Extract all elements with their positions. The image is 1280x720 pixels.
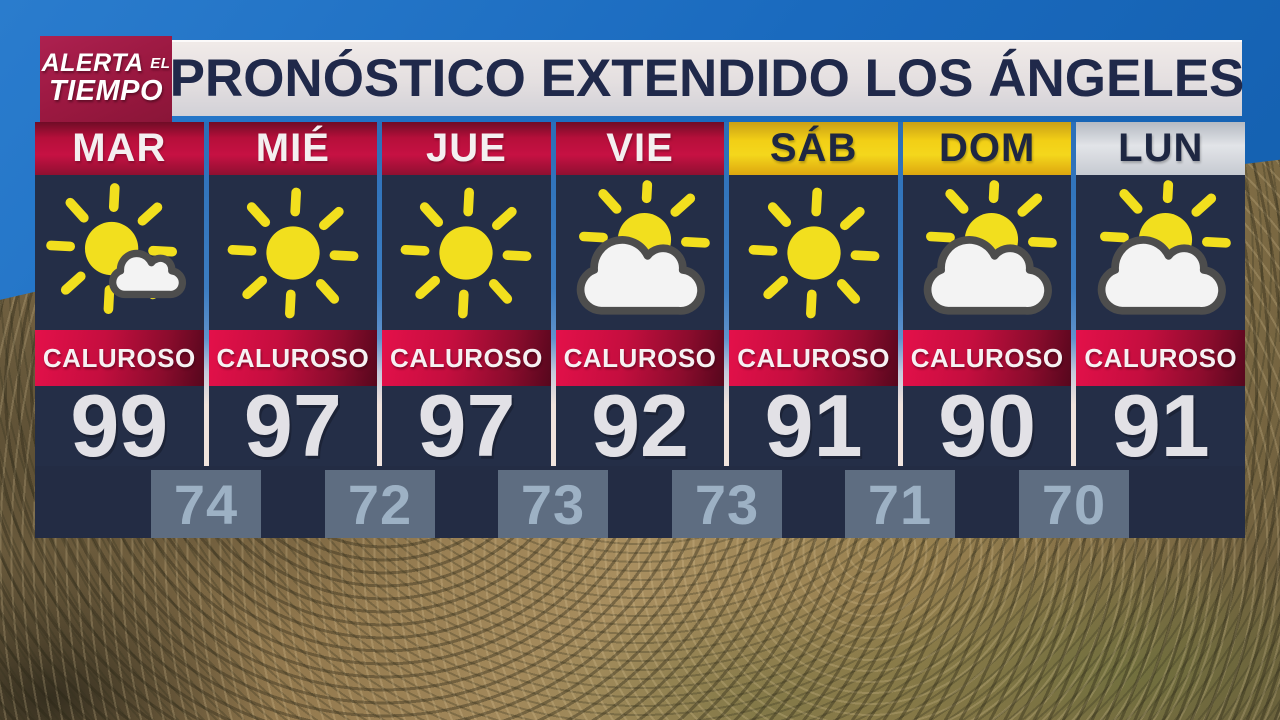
day-label: MAR <box>72 126 167 170</box>
condition-badge: CALUROSO <box>555 330 725 386</box>
condition-label: CALUROSO <box>563 342 717 373</box>
condition-badge: CALUROSO <box>1076 330 1246 386</box>
cloud-sun-icon <box>912 179 1062 327</box>
icon-area <box>555 175 725 330</box>
day-label: MIÉ <box>255 126 330 170</box>
badge-line1: ALERTA EL <box>42 51 171 77</box>
badge-word-el: EL <box>150 55 171 73</box>
high-temp: 97 <box>382 376 551 475</box>
icon-area <box>902 175 1072 330</box>
weather-icon <box>44 179 194 327</box>
low-temp: 70 <box>1019 470 1129 538</box>
condition-badge: CALUROSO <box>729 330 898 386</box>
high-temp: 91 <box>729 376 898 475</box>
low-temp: 71 <box>845 470 955 538</box>
day-column-jue: JUE CALUROSO 97 <box>382 122 551 538</box>
high-temp: 91 <box>1076 376 1246 475</box>
condition-badge: CALUROSO <box>208 330 378 386</box>
low-temp: 72 <box>325 470 435 538</box>
condition-badge: CALUROSO <box>902 330 1072 386</box>
day-column-sab: SÁB CALUROSO 91 <box>729 122 898 538</box>
condition-badge: CALUROSO <box>382 330 551 386</box>
weather-icon <box>1086 179 1236 327</box>
day-header: VIE <box>555 122 725 175</box>
day-column-vie: VIE CALUROSO 92 <box>555 122 725 538</box>
cloud-sun-icon <box>1086 179 1236 327</box>
day-header: MAR <box>35 122 204 175</box>
condition-label: CALUROSO <box>216 342 370 373</box>
high-temp: 90 <box>902 376 1072 475</box>
condition-badge: CALUROSO <box>35 330 204 386</box>
sun-icon <box>739 179 889 327</box>
sun-cloud-icon <box>44 179 194 327</box>
condition-label: CALUROSO <box>737 342 890 373</box>
icon-area <box>1076 175 1246 330</box>
day-label: VIE <box>606 126 674 170</box>
day-label: DOM <box>939 126 1036 170</box>
weather-icon <box>912 179 1062 327</box>
day-column-mar: MAR CALUROSO 99 <box>35 122 204 538</box>
day-header: DOM <box>902 122 1072 175</box>
day-column-mie: MIÉ CALUROSO 97 <box>208 122 378 538</box>
forecast-board: MAR CALUROSO 99 MIÉ CALUROSO 97 JUE <box>35 122 1246 538</box>
condition-label: CALUROSO <box>390 342 543 373</box>
high-temp: 99 <box>35 376 204 475</box>
sun-icon <box>218 179 368 327</box>
high-temp: 97 <box>208 376 378 475</box>
day-header: MIÉ <box>208 122 378 175</box>
day-header: SÁB <box>729 122 898 175</box>
weather-icon <box>391 179 541 327</box>
condition-label: CALUROSO <box>1084 342 1238 373</box>
icon-area <box>208 175 378 330</box>
day-column-lun: LUN CALUROSO 91 <box>1076 122 1246 538</box>
badge-word-tiempo: TIEMPO <box>48 74 164 107</box>
day-header: LUN <box>1076 122 1246 175</box>
condition-label: CALUROSO <box>42 342 196 373</box>
icon-area <box>382 175 551 330</box>
weather-icon <box>565 179 715 327</box>
badge-word-alerta: ALERTA <box>41 49 143 78</box>
icon-area <box>729 175 898 330</box>
low-temp: 73 <box>672 470 782 538</box>
high-temp: 92 <box>555 376 725 475</box>
low-temp: 73 <box>498 470 608 538</box>
day-label: JUE <box>426 126 507 170</box>
day-label: SÁB <box>769 126 858 170</box>
title-bar: PRONÓSTICO EXTENDIDO LOS ÁNGELES <box>169 40 1245 116</box>
weather-icon <box>739 179 889 327</box>
condition-label: CALUROSO <box>910 342 1064 373</box>
low-temp: 74 <box>151 470 261 538</box>
day-label: LUN <box>1118 126 1204 170</box>
icon-area <box>35 175 204 330</box>
cloud-sun-icon <box>565 179 715 327</box>
alerta-el-tiempo-badge: ALERTA EL TIEMPO <box>40 36 172 122</box>
day-column-dom: DOM CALUROSO 90 <box>902 122 1072 538</box>
weather-icon <box>218 179 368 327</box>
page-title: PRONÓSTICO EXTENDIDO LOS ÁNGELES <box>169 48 1245 108</box>
day-header: JUE <box>382 122 551 175</box>
sun-icon <box>391 179 541 327</box>
